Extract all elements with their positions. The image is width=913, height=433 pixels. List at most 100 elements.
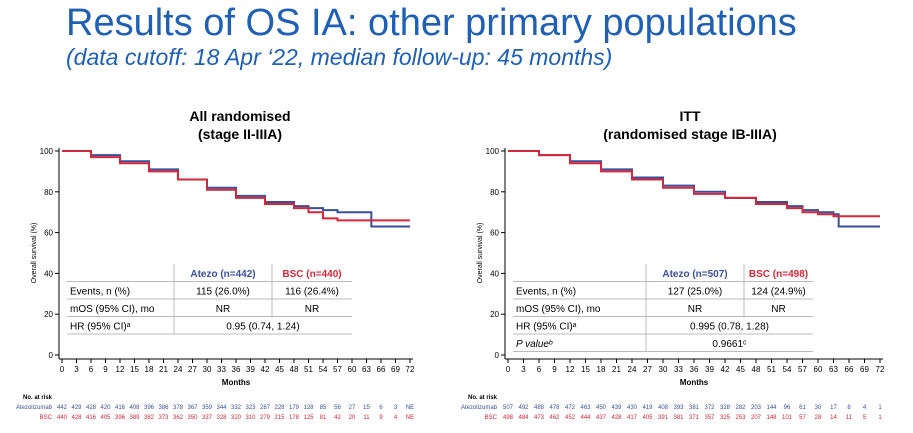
at-risk-value: 371 (689, 415, 700, 421)
table-cell-atezo: 127 (25.0%) (668, 287, 722, 298)
at-risk-value: 386 (158, 405, 169, 411)
y-axis-label: Overall survival (%) (477, 223, 484, 284)
x-tick-label: 33 (674, 365, 683, 374)
chart-title: (randomised stage IB-IIIA) (603, 126, 776, 142)
at-risk-value: 207 (751, 415, 762, 421)
at-risk-value: 381 (673, 415, 684, 421)
at-risk-value: 362 (173, 415, 184, 421)
at-risk-value: 405 (100, 415, 111, 421)
at-risk-value: 420 (100, 405, 111, 411)
at-risk-value: 20 (349, 415, 356, 421)
at-risk-value: 498 (503, 415, 514, 421)
x-tick-label: 12 (116, 365, 125, 374)
at-risk-value: 507 (503, 405, 514, 411)
x-tick-label: 18 (597, 365, 606, 374)
slide-subtitle: (data cutoff: 18 Apr ‘22, median follow-… (66, 44, 613, 70)
x-tick-label: 48 (752, 365, 761, 374)
at-risk-value: 14 (830, 415, 837, 421)
at-risk-value: 128 (303, 405, 314, 411)
x-tick-label: 54 (783, 365, 792, 374)
at-risk-value: NE (406, 415, 414, 421)
at-risk-value: 282 (735, 405, 746, 411)
x-tick-label: 60 (348, 365, 357, 374)
at-risk-value: 444 (580, 415, 591, 421)
at-risk-value: 28 (815, 415, 822, 421)
x-tick-label: 45 (736, 365, 745, 374)
at-risk-value: 430 (627, 405, 638, 411)
at-risk-value: 328 (720, 405, 731, 411)
at-risk-value: 42 (334, 415, 341, 421)
chart-title: All randomised (189, 108, 290, 124)
y-tick-label: 40 (44, 269, 53, 278)
table-header-bsc: BSC (n=440) (282, 269, 341, 280)
at-risk-value: 1 (878, 405, 882, 411)
at-risk-value: 323 (245, 405, 256, 411)
at-risk-value: 228 (274, 405, 285, 411)
x-tick-label: 6 (537, 365, 542, 374)
at-risk-value: 350 (187, 415, 198, 421)
table-cell-bsc: 116 (26.4%) (285, 287, 339, 298)
x-tick-label: 39 (705, 365, 714, 374)
at-risk-value: 417 (627, 415, 638, 421)
x-tick-label: 63 (829, 365, 838, 374)
y-tick-label: 60 (44, 229, 53, 238)
stats-table (513, 264, 813, 352)
at-risk-value: 148 (766, 415, 777, 421)
chart-title: ITT (680, 108, 701, 124)
at-risk-row-label: BSC (485, 415, 498, 421)
y-tick-label: 0 (49, 351, 54, 360)
at-risk-value: 5 (863, 415, 867, 421)
y-tick-label: 40 (490, 269, 499, 278)
survival-curve-atezo (62, 150, 410, 228)
y-tick-label: 100 (40, 147, 54, 156)
at-risk-value: 287 (260, 405, 271, 411)
at-risk-value: 96 (784, 405, 791, 411)
at-risk-value: 215 (274, 415, 285, 421)
x-tick-label: 6 (89, 365, 94, 374)
table-header-atezo: Atezo (n=507) (662, 269, 727, 280)
at-risk-value: 382 (144, 415, 155, 421)
x-tick-label: 30 (203, 365, 212, 374)
at-risk-value: 3 (394, 405, 398, 411)
x-tick-label: 33 (217, 365, 226, 374)
x-tick-label: 15 (581, 365, 590, 374)
x-tick-label: 27 (188, 365, 197, 374)
x-tick-label: 57 (798, 365, 807, 374)
table-row-label: mOS (95% CI), mo (70, 304, 155, 315)
at-risk-label: No. at risk (468, 395, 498, 401)
at-risk-value: 144 (766, 405, 777, 411)
x-tick-label: 63 (362, 365, 371, 374)
x-tick-label: 3 (521, 365, 526, 374)
at-risk-value: 419 (642, 405, 653, 411)
at-risk-row-label: BSC (40, 415, 53, 421)
at-risk-value: 473 (534, 415, 545, 421)
at-risk-value: 452 (565, 415, 576, 421)
x-tick-label: 0 (506, 365, 511, 374)
table-row-label: Events, n (%) (70, 287, 130, 298)
table-row-label: mOS (95% CI), mo (516, 304, 601, 315)
survival-curve-bsc (508, 150, 880, 218)
at-risk-value: 462 (549, 415, 560, 421)
at-risk-value: 4 (394, 415, 398, 421)
at-risk-value: 4 (863, 405, 867, 411)
table-row-label: HR (95% CI)ᵃ (516, 322, 577, 333)
x-tick-label: 18 (145, 365, 154, 374)
at-risk-value: 372 (704, 405, 715, 411)
chart-title: (stage II-IIIA) (198, 126, 282, 142)
at-risk-value: NE (406, 405, 414, 411)
x-tick-label: 69 (391, 365, 400, 374)
at-risk-value: 416 (86, 415, 97, 421)
at-risk-value: 488 (534, 405, 545, 411)
x-tick-label: 36 (690, 365, 699, 374)
x-tick-label: 9 (552, 365, 557, 374)
table-row-label: HR (95% CI)ᵃ (70, 322, 131, 333)
at-risk-value: 393 (673, 405, 684, 411)
at-risk-value: 332 (231, 405, 242, 411)
x-tick-label: 21 (159, 365, 168, 374)
x-tick-label: 12 (566, 365, 575, 374)
at-risk-value: 11 (363, 415, 370, 421)
at-risk-value: 81 (320, 415, 327, 421)
at-risk-row-label: Atezolizumab (16, 405, 53, 411)
